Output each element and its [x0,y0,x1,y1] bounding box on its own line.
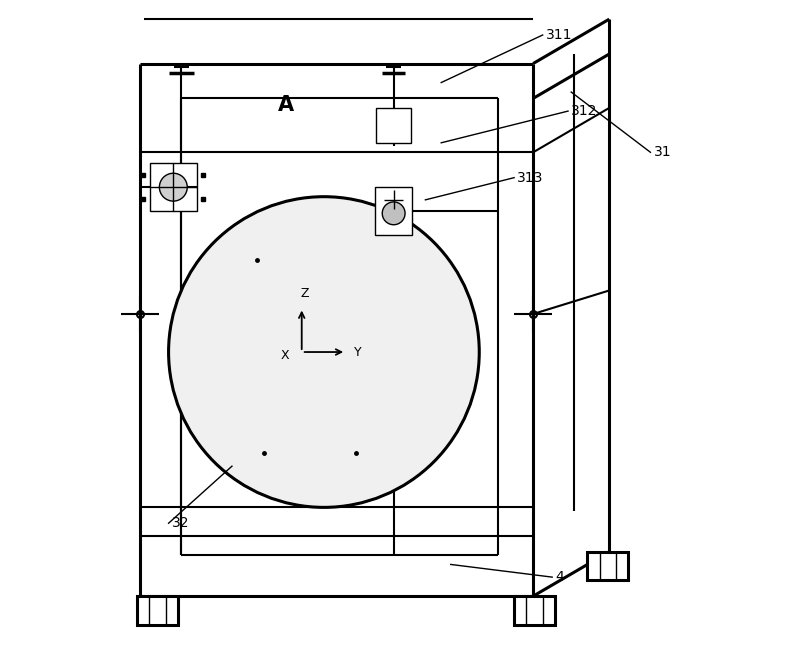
Text: X: X [281,349,289,362]
Text: Y: Y [354,345,362,358]
Text: 312: 312 [571,104,598,118]
Bar [137,596,178,625]
Text: 311: 311 [546,28,572,42]
Bar [150,164,197,211]
Text: Z: Z [301,287,309,300]
Bar [514,596,555,625]
Circle shape [382,202,405,225]
Circle shape [169,197,479,507]
Text: 31: 31 [654,146,671,159]
Text: A: A [278,94,294,115]
Text: 32: 32 [172,516,190,531]
Bar [376,108,411,143]
Bar [587,552,628,580]
Text: 313: 313 [518,171,544,184]
Bar [375,187,412,235]
Text: 4: 4 [555,570,564,584]
Circle shape [159,173,187,201]
